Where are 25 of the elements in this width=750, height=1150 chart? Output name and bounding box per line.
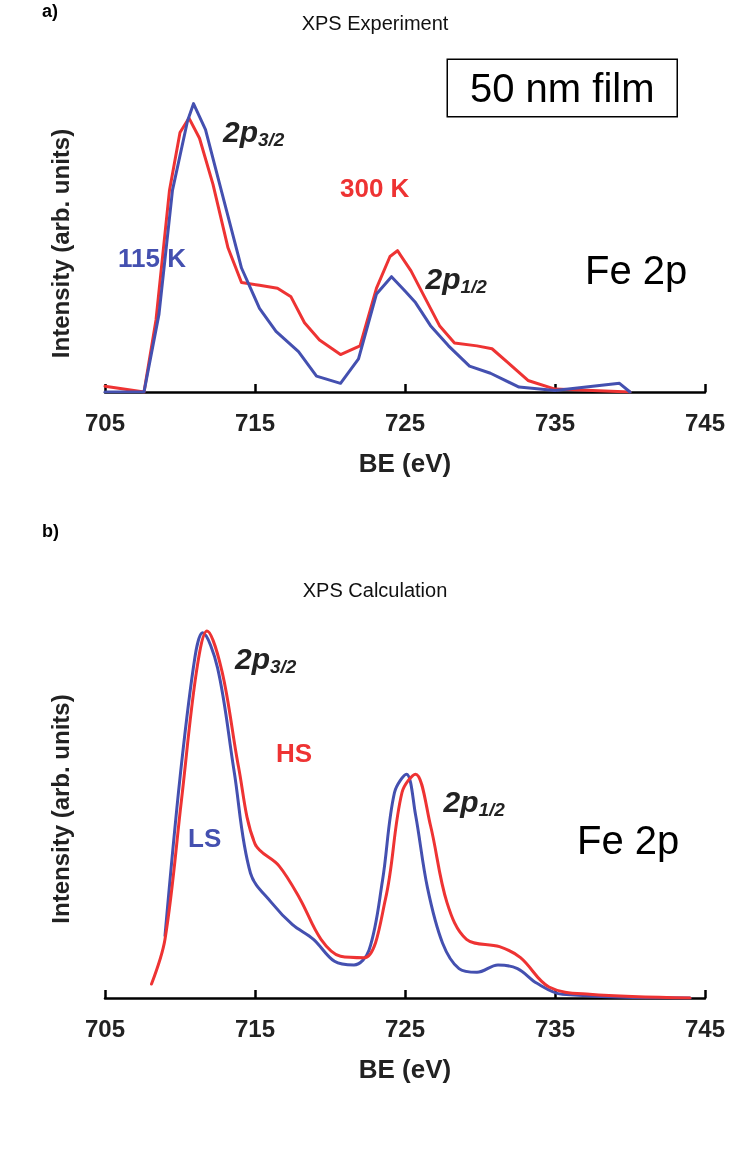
series-label: LS	[188, 823, 222, 853]
annotation: Fe 2p	[585, 248, 688, 292]
annotation: 50 nm film	[470, 66, 655, 110]
x-tick-label: 745	[684, 1014, 726, 1042]
x-axis-title: BE (eV)	[358, 448, 452, 478]
y-axis-title: Intensity (arb. units)	[46, 694, 74, 924]
x-tick-label: 715	[234, 408, 276, 436]
series-label: 115 K	[118, 243, 187, 273]
x-tick-label: 705	[84, 408, 126, 436]
series-label: HS	[276, 738, 313, 768]
x-tick-label: 715	[234, 1014, 276, 1042]
x-axis-title: BE (eV)	[358, 1054, 452, 1084]
text: b)	[42, 521, 59, 541]
text: a)	[42, 1, 59, 21]
chart-title: XPS Calculation	[302, 579, 448, 601]
x-tick-label: 745	[684, 408, 726, 436]
x-tick-label: 735	[534, 1014, 576, 1042]
x-tick-label: 725	[384, 1014, 426, 1042]
chart-title: XPS Experiment	[301, 12, 449, 34]
x-tick-label: 705	[84, 1014, 126, 1042]
annotation: Fe 2p	[577, 818, 680, 862]
x-tick-label: 735	[534, 408, 576, 436]
series-label: 300 K	[340, 173, 410, 203]
y-axis-title: Intensity (arb. units)	[46, 128, 74, 359]
x-tick-label: 725	[384, 408, 426, 436]
